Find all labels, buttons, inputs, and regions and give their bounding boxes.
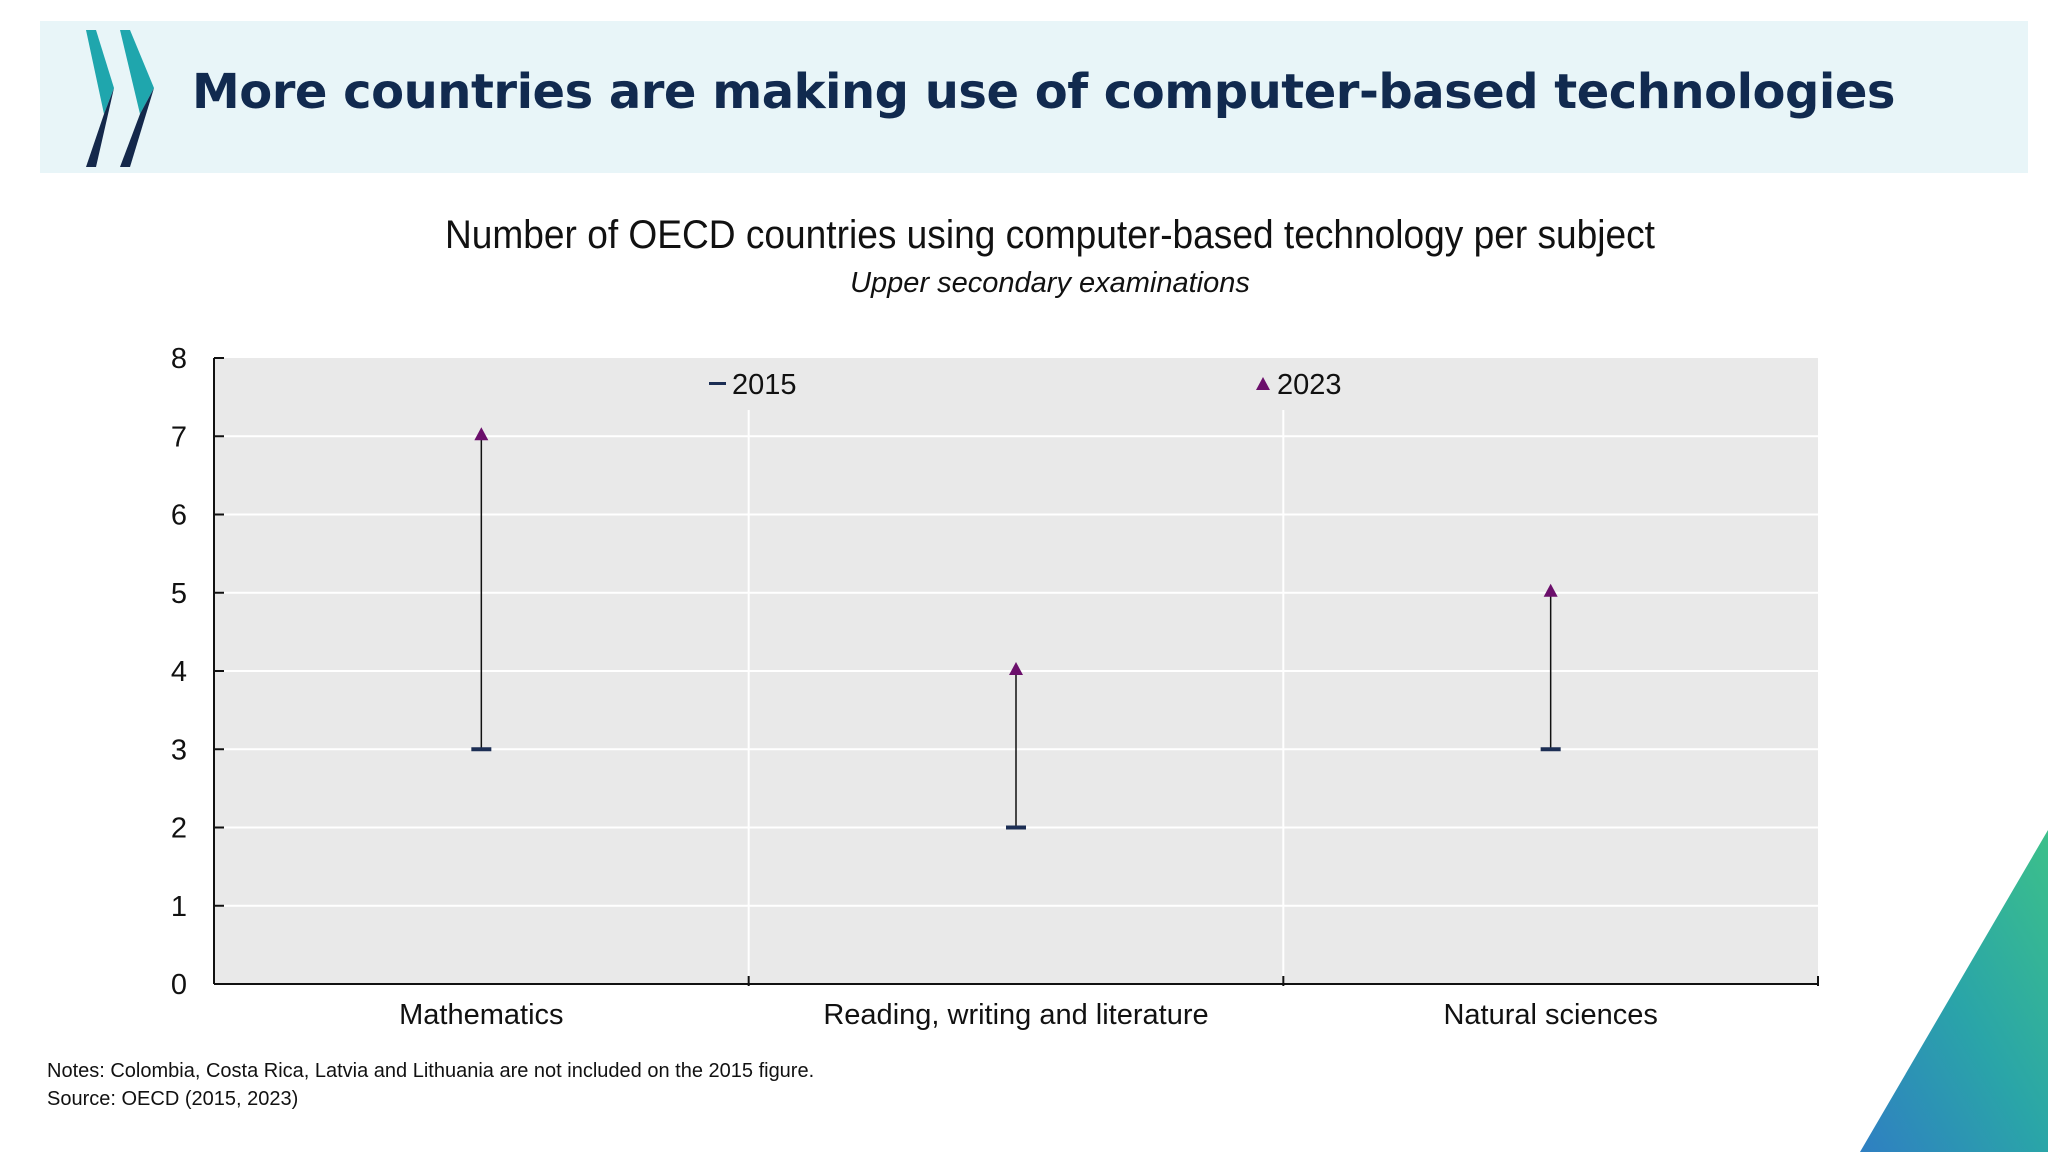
y-tick-label: 1 (171, 891, 187, 923)
header-band (40, 21, 2028, 173)
y-tick-label: 3 (171, 734, 187, 766)
y-tick-label: 0 (171, 969, 187, 1001)
oecd-logo (86, 30, 154, 167)
logo-chevron-left-upper (86, 30, 114, 114)
marker-2023 (1009, 662, 1023, 675)
y-tick-label: 8 (171, 343, 187, 375)
y-tick-label: 4 (171, 656, 187, 688)
y-tick-label: 6 (171, 500, 187, 532)
marker-2023 (474, 427, 489, 441)
x-category-label: Natural sciences (1443, 999, 1657, 1031)
x-category-label: Mathematics (399, 999, 563, 1031)
chart-subtitle: Upper secondary examinations (850, 267, 1250, 299)
marker-2015 (1006, 825, 1026, 830)
slide-title: More countries are making use of compute… (192, 64, 1895, 120)
marker-2015 (471, 747, 492, 752)
y-tick-label: 5 (171, 578, 187, 610)
marker-2023 (1543, 583, 1558, 597)
y-tick-label: 7 (171, 421, 187, 453)
chart-notes: Notes: Colombia, Costa Rica, Latvia and … (47, 1060, 815, 1082)
legend-2015-swatch (709, 382, 726, 385)
marker-2015 (1540, 747, 1561, 752)
y-tick-label: 2 (171, 813, 187, 845)
chart-source: Source: OECD (2015, 2023) (47, 1088, 299, 1110)
corner-decoration (1860, 830, 2048, 1152)
x-category-label: Reading, writing and literature (823, 999, 1208, 1031)
logo-chevron-right-upper (120, 30, 154, 114)
legend-2023-swatch (1256, 377, 1270, 390)
legend-2015-label: 2015 (732, 369, 797, 401)
chart-title: Number of OECD countries using computer-… (445, 213, 1655, 257)
legend-2023-label: 2023 (1277, 369, 1342, 401)
logo-chevron-left-lower (86, 88, 114, 167)
logo-chevron-right-lower (120, 88, 154, 167)
